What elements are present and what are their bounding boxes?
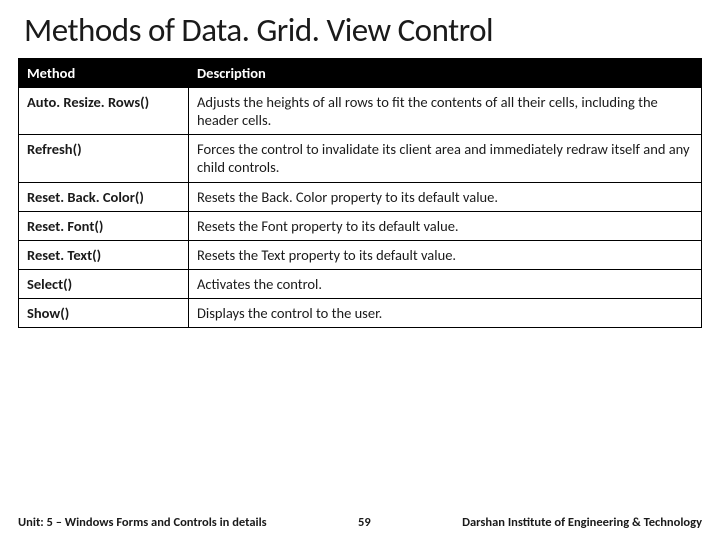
table-row: Reset. Font() Resets the Font property t… (19, 211, 702, 240)
method-desc: Resets the Text property to its default … (189, 240, 702, 269)
methods-table: Method Description Auto. Resize. Rows() … (18, 58, 702, 328)
method-desc: Displays the control to the user. (189, 299, 702, 328)
table-header-row: Method Description (19, 59, 702, 88)
method-name: Show() (19, 299, 189, 328)
method-desc: Adjusts the heights of all rows to fit t… (189, 88, 702, 135)
footer-page-number: 59 (328, 515, 401, 530)
method-desc: Forces the control to invalidate its cli… (189, 135, 702, 182)
method-name: Select() (19, 269, 189, 298)
method-name: Reset. Text() (19, 240, 189, 269)
page-title: Methods of Data. Grid. View Control (24, 10, 702, 50)
method-name: Refresh() (19, 135, 189, 182)
method-desc: Activates the control. (189, 269, 702, 298)
table-row: Show() Displays the control to the user. (19, 299, 702, 328)
table-row: Reset. Back. Color() Resets the Back. Co… (19, 182, 702, 211)
slide: Methods of Data. Grid. View Control Meth… (0, 0, 720, 540)
footer-institute: Darshan Institute of Engineering & Techn… (462, 515, 702, 530)
footer: Unit: 5 – Windows Forms and Controls in … (0, 515, 720, 530)
col-header-method: Method (19, 59, 189, 88)
table-row: Auto. Resize. Rows() Adjusts the heights… (19, 88, 702, 135)
table-row: Refresh() Forces the control to invalida… (19, 135, 702, 182)
method-desc: Resets the Back. Color property to its d… (189, 182, 702, 211)
method-name: Reset. Font() (19, 211, 189, 240)
method-name: Auto. Resize. Rows() (19, 88, 189, 135)
method-desc: Resets the Font property to its default … (189, 211, 702, 240)
table-row: Select() Activates the control. (19, 269, 702, 298)
table-row: Reset. Text() Resets the Text property t… (19, 240, 702, 269)
footer-unit: Unit: 5 – Windows Forms and Controls in … (18, 515, 267, 530)
col-header-description: Description (189, 59, 702, 88)
method-name: Reset. Back. Color() (19, 182, 189, 211)
